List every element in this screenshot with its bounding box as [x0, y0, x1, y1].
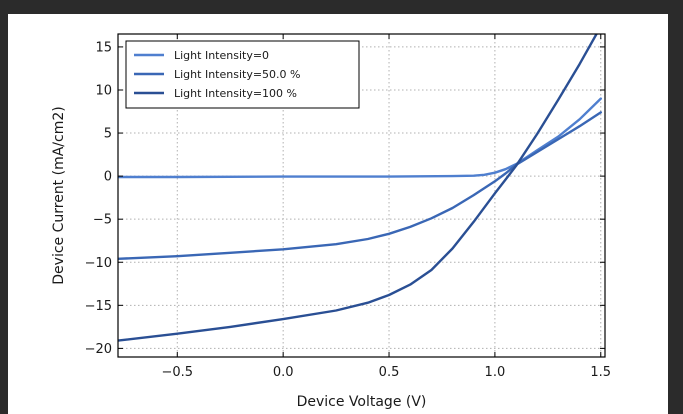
plot-border — [117, 33, 606, 358]
y-tick-label: 0 — [104, 170, 112, 185]
series-line-1 — [118, 97, 602, 179]
legend-label-2: Light Intensity=50.0 % — [174, 68, 300, 81]
chart-frame: −0.5 0.0 0.5 1.0 1.5 −20 −15 −10 −5 0 5 10 15 Device… — [8, 14, 668, 414]
x-tick-label: 0.0 — [273, 365, 294, 380]
y-tick-label: 10 — [95, 83, 112, 98]
y-tick-label: 5 — [104, 127, 112, 142]
x-tick-label: 1.5 — [590, 365, 611, 380]
legend-label-1: Light Intensity=0 — [174, 49, 269, 62]
x-axis-label: Device Voltage (V) — [297, 394, 427, 410]
series-line-2 — [118, 111, 602, 261]
y-tick-label: −20 — [85, 342, 112, 357]
series-line-3 — [118, 34, 598, 342]
x-tick-label: −0.5 — [161, 365, 193, 380]
chart-svg: −0.5 0.0 0.5 1.0 1.5 −20 −15 −10 −5 0 5 10 15 Device… — [51, 33, 611, 410]
y-axis-label: Device Current (mA/cm2) — [51, 106, 67, 284]
legend-box — [125, 40, 360, 109]
y-tick-label: −5 — [93, 213, 112, 228]
legend: Light Intensity=0 Light Intensity=50.0 % L… — [125, 40, 360, 109]
y-tick-label: −15 — [85, 299, 112, 314]
x-tick-label: 0.5 — [379, 365, 400, 380]
legend-label-3: Light Intensity=100 % — [174, 87, 297, 100]
x-tick-label: 1.0 — [485, 365, 506, 380]
y-tick-label: 15 — [95, 40, 112, 55]
y-tick-label: −10 — [85, 256, 112, 271]
